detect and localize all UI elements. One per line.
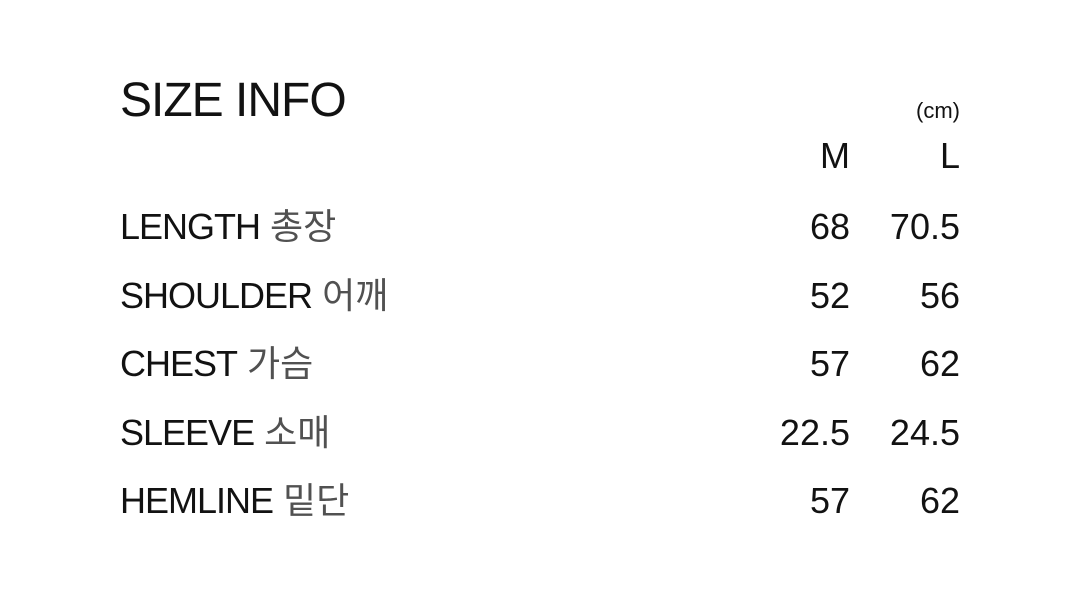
value-m: 22.5 xyxy=(779,411,850,453)
row-label: CHEST 가슴 xyxy=(120,346,740,382)
table-row-hemline: HEMLINE 밑단 57 62 xyxy=(120,483,960,552)
page-title: SIZE INFO xyxy=(120,74,347,127)
row-label-en: CHEST xyxy=(120,343,238,384)
row-label-en: SLEEVE xyxy=(120,411,255,453)
value-l: 70.5 xyxy=(889,206,960,247)
value-l: 62 xyxy=(919,480,960,521)
value-l: 62 xyxy=(919,343,960,384)
value-l: 24.5 xyxy=(889,411,960,453)
size-column-headers: M L xyxy=(120,138,960,174)
unit-label: (cm) xyxy=(916,98,960,123)
row-label-ko: 가슴 xyxy=(247,343,314,384)
value-l: 56 xyxy=(919,274,960,316)
table-row-length: LENGTH 총장 68 70.5 xyxy=(120,209,960,278)
row-label: SHOULDER 어깨 xyxy=(120,274,740,316)
size-table: LENGTH 총장 68 70.5 SHOULDER 어깨 52 56 CHES… xyxy=(120,209,960,552)
table-row-shoulder: SHOULDER 어깨 52 56 xyxy=(120,274,960,347)
table-row-sleeve: SLEEVE 소매 22.5 24.5 xyxy=(120,411,960,484)
column-header-l: L xyxy=(939,135,960,176)
row-label: HEMLINE 밑단 xyxy=(120,483,740,519)
value-m: 68 xyxy=(809,206,850,247)
row-label-en: HEMLINE xyxy=(120,480,274,521)
row-label-ko: 소매 xyxy=(264,411,331,453)
row-label-en: LENGTH xyxy=(120,206,261,247)
row-label-ko: 밑단 xyxy=(283,480,350,521)
row-label-en: SHOULDER xyxy=(120,274,313,316)
row-label-ko: 총장 xyxy=(270,206,337,247)
row-label-ko: 어깨 xyxy=(322,274,389,316)
row-label: SLEEVE 소매 xyxy=(120,411,740,453)
value-m: 57 xyxy=(809,480,850,521)
value-m: 57 xyxy=(809,343,850,384)
value-m: 52 xyxy=(809,274,850,316)
row-label: LENGTH 총장 xyxy=(120,209,740,245)
column-header-m: M xyxy=(820,135,850,176)
table-row-chest: CHEST 가슴 57 62 xyxy=(120,346,960,415)
